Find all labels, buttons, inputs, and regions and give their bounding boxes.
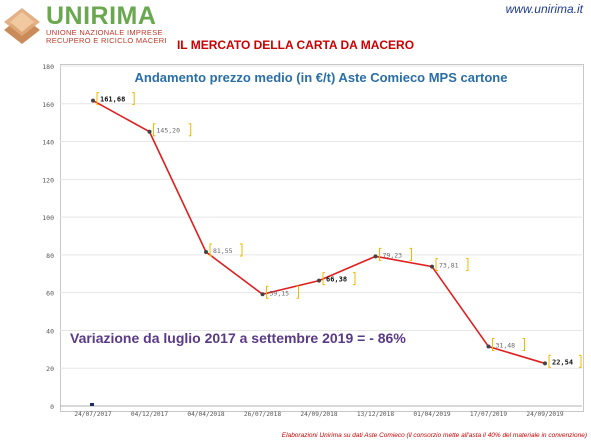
- data-point: [317, 278, 321, 283]
- brand-subtitle-2: RECUPERO E RICICLO MACERI: [46, 36, 167, 45]
- series-line: [92, 99, 546, 365]
- label-bracket-left: [548, 354, 551, 368]
- data-label-box: 145,20: [153, 123, 192, 137]
- data-label-box: 66,38: [322, 272, 356, 286]
- unirima-logo: UNIRIMA UNIONE NAZIONALE IMPRESE RECUPER…: [2, 2, 172, 46]
- label-bracket-right: [353, 272, 356, 286]
- data-label: 22,54: [552, 358, 573, 366]
- label-bracket-right: [466, 258, 469, 272]
- x-tick-label: 24/07/2017: [74, 411, 112, 418]
- data-label-box: 59,15: [266, 285, 299, 299]
- data-label: 73,81: [439, 262, 459, 270]
- source-note: Elaborazioni Unirima su dati Aste Comiec…: [281, 432, 587, 439]
- brand-subtitle-1: UNIONE NAZIONALE IMPRESE: [46, 28, 163, 37]
- chart-area: [60, 64, 584, 412]
- data-point: [260, 292, 265, 297]
- label-bracket-left: [209, 243, 212, 257]
- chart-title: Andamento prezzo medio (in €/t) Aste Com…: [134, 70, 508, 85]
- label-bracket-right: [409, 247, 412, 261]
- data-point: [373, 254, 378, 259]
- website-link[interactable]: www.unirima.it: [505, 2, 583, 16]
- x-tick-label: 01/04/2019: [413, 411, 451, 418]
- y-tick-label: 80: [46, 252, 54, 260]
- data-label: 145,20: [157, 127, 181, 135]
- x-tick-label: 04/04/2018: [187, 411, 225, 418]
- label-bracket-right: [579, 354, 582, 368]
- x-tick-label: 24/09/2019: [526, 411, 564, 418]
- data-label: 81,55: [213, 247, 233, 255]
- x-tick-label: 04/12/2017: [131, 411, 169, 418]
- data-label-box: 22,54: [548, 354, 582, 368]
- y-tick-label: 0: [50, 403, 54, 411]
- x-tick-label: 17/07/2019: [470, 411, 508, 418]
- label-bracket-right: [296, 285, 299, 299]
- data-label: 66,38: [326, 276, 347, 284]
- y-tick-label: 20: [46, 365, 54, 373]
- label-bracket-right: [188, 123, 192, 137]
- logo-mark-icon: [4, 8, 40, 44]
- y-tick-label: 60: [46, 290, 54, 298]
- y-tick-label: 180: [42, 63, 54, 71]
- data-label: 161,68: [100, 96, 125, 104]
- page-title: IL MERCATO DELLA CARTA DA MACERO: [176, 38, 415, 52]
- data-point: [147, 129, 152, 134]
- y-tick-label: 140: [42, 139, 54, 147]
- label-bracket-left: [96, 92, 99, 106]
- label-bracket-left: [322, 272, 325, 286]
- label-bracket-left: [379, 247, 382, 261]
- data-point: [204, 249, 208, 254]
- data-label-box: 31,48: [492, 338, 525, 352]
- label-bracket-left: [266, 285, 269, 299]
- label-bracket-left: [435, 258, 438, 272]
- label-bracket-right: [132, 92, 135, 106]
- label-bracket-right: [240, 243, 243, 257]
- label-bracket-left: [492, 338, 495, 352]
- data-point: [543, 361, 547, 366]
- y-tick-label: 40: [46, 327, 54, 335]
- origin-marker: [90, 403, 94, 406]
- x-tick-label: 26/07/2018: [244, 411, 282, 418]
- data-point: [91, 98, 95, 103]
- data-label: 59,15: [270, 289, 290, 297]
- data-label-box: 79,23: [379, 247, 412, 261]
- label-bracket-right: [522, 338, 525, 352]
- data-point: [430, 264, 434, 269]
- data-label-box: 81,55: [209, 243, 243, 257]
- brand-name: UNIRIMA: [46, 2, 157, 30]
- label-bracket-left: [153, 123, 156, 137]
- x-tick-label: 24/09/2018: [300, 411, 338, 418]
- x-tick-label: 13/12/2018: [357, 411, 395, 418]
- data-label-box: 161,68: [96, 92, 135, 106]
- variation-annotation: Variazione da luglio 2017 a settembre 20…: [70, 330, 406, 346]
- data-point: [486, 344, 491, 349]
- y-tick-label: 100: [42, 214, 54, 222]
- y-tick-label: 120: [42, 176, 54, 184]
- data-label-box: 73,81: [435, 258, 469, 272]
- data-label: 31,48: [496, 342, 516, 350]
- y-tick-label: 160: [42, 101, 54, 109]
- data-label: 79,23: [383, 251, 403, 259]
